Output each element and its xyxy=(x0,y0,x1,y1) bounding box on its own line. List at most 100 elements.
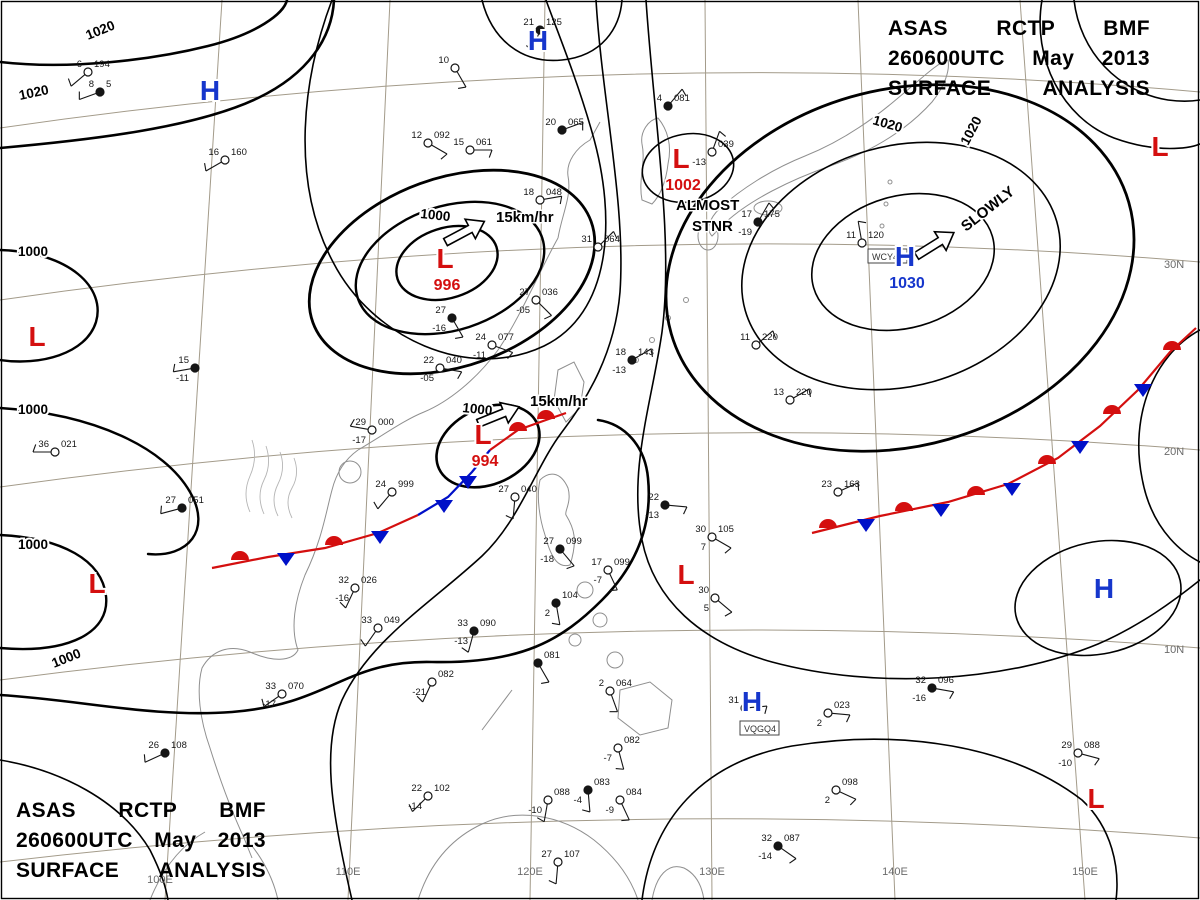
station-plot: 098 2 xyxy=(825,777,858,806)
station-id-label: VQGQ4 xyxy=(744,724,776,734)
coast-visayas-2 xyxy=(592,612,608,628)
cloud-cover-circle xyxy=(553,857,563,867)
wind-barb-tick xyxy=(455,336,464,339)
cloud-cover-circle xyxy=(367,425,377,435)
station-temperature: 22 xyxy=(648,492,659,503)
longitude-label: 150E xyxy=(1072,866,1098,878)
coast-korea xyxy=(640,117,671,205)
coast-izu-3 xyxy=(879,223,885,229)
station-plot: 29 000 -17 xyxy=(349,417,394,446)
wind-barb-tick xyxy=(143,754,146,763)
station-plot: 32 096 -16 xyxy=(912,675,955,704)
cloud-cover-circle xyxy=(927,683,937,693)
warm-front-marker xyxy=(895,502,913,511)
wind-barb xyxy=(144,754,162,763)
isobar-s-1000 xyxy=(0,418,651,715)
station-pressure: 077 xyxy=(498,332,514,343)
wind-barb-tick xyxy=(846,714,851,723)
station-id-label: WCY41 xyxy=(872,252,903,262)
station-plot: 24 077 -11 xyxy=(473,332,514,361)
cloud-cover-circle xyxy=(535,195,545,205)
station-temperature: 15 xyxy=(453,137,464,148)
station-plot: 27 -16 xyxy=(432,305,464,339)
station-temperature: 22 xyxy=(423,355,434,366)
cloud-cover-circle xyxy=(785,395,795,405)
cloud-cover-circle xyxy=(660,500,670,510)
stationary-front-east xyxy=(811,327,1197,535)
coast-palawan xyxy=(481,689,513,731)
station-plot: 13 220 xyxy=(773,387,812,405)
cloud-cover-circle xyxy=(350,583,360,593)
station-plot: 32 087 -14 xyxy=(758,833,800,864)
station-plot: 22 102 -14 xyxy=(408,783,450,812)
wind-barb-tick xyxy=(681,88,687,97)
wind-barb-tick xyxy=(858,220,867,224)
wind-barb xyxy=(621,803,630,821)
cloud-cover-circle xyxy=(277,689,287,699)
coast-china-indochina xyxy=(198,237,559,859)
station-pressure: 104 xyxy=(562,590,578,601)
wind-barb-tick xyxy=(360,639,366,647)
station-temperature: 29 xyxy=(1061,740,1072,751)
station-temperature: 32 xyxy=(761,833,772,844)
station-pressure: 000 xyxy=(378,417,394,428)
coast-borneo xyxy=(417,814,639,900)
terrain-squiggle xyxy=(259,445,269,515)
isobar-high1030-1020 xyxy=(664,83,1136,453)
cloud-cover-circle xyxy=(447,313,457,323)
cloud-cover-circle xyxy=(469,626,479,636)
wind-barb xyxy=(422,685,431,703)
title-line-2: 260600UTC May 2013 xyxy=(16,828,266,852)
coast-izu-2 xyxy=(883,201,889,207)
station-pressure: 999 xyxy=(398,479,414,490)
parallel-40n xyxy=(0,72,1200,129)
station-dewpoint: -05 xyxy=(420,373,434,384)
station-dewpoint: -9 xyxy=(606,805,614,816)
station-pressure: 040 xyxy=(446,355,462,366)
wind-barb xyxy=(456,71,467,88)
cloud-cover-circle xyxy=(555,544,565,554)
station-pressure: 026 xyxy=(361,575,377,586)
station-plot: 10 xyxy=(438,55,467,89)
wind-barb xyxy=(715,538,732,549)
station-plot: 22 -13 xyxy=(645,492,688,521)
station-plot: 16 160 xyxy=(204,147,247,172)
pressure-center-value: 994 xyxy=(472,453,499,470)
station-pressure: 065 xyxy=(568,117,584,128)
wind-barb xyxy=(512,500,516,519)
parallel-10n xyxy=(0,629,1200,681)
cloud-cover-circle xyxy=(753,217,763,227)
station-temperature: 27 xyxy=(541,849,552,860)
cloud-cover-circle xyxy=(427,677,437,687)
station-pressure: 125 xyxy=(546,17,562,28)
wind-barb-tick xyxy=(548,880,557,885)
station-temperature: 4 xyxy=(657,93,662,104)
coast-visayas-3 xyxy=(568,633,582,647)
station-pressure: 220 xyxy=(762,332,778,343)
wind-barb-tick xyxy=(440,153,448,160)
latitude-label: 20N xyxy=(1164,446,1184,458)
station-pressure: 021 xyxy=(61,439,77,450)
station-temperature: 29 xyxy=(355,417,366,428)
station-pressure: 064 xyxy=(604,234,620,245)
station-pressure: 098 xyxy=(842,777,858,788)
station-plot: 082 -21 xyxy=(412,669,454,703)
isobar-high-se xyxy=(1014,539,1182,657)
warm-front-marker xyxy=(509,422,527,431)
station-pressure: 064 xyxy=(616,678,632,689)
station-pressure: 105 xyxy=(718,524,734,535)
station-dewpoint: -14 xyxy=(758,851,772,862)
pressure-center-low: L xyxy=(474,419,491,450)
isobar-1020-nw-outer xyxy=(0,0,336,150)
cloud-cover-circle xyxy=(823,708,833,718)
warm-front-marker xyxy=(537,410,555,419)
wind-barb-tick xyxy=(724,611,733,617)
station-plot: 36 021 xyxy=(32,439,77,457)
cloud-cover-circle xyxy=(510,492,520,502)
station-plot: 18 143 -13 xyxy=(612,347,654,376)
wind-barb-tick xyxy=(559,196,563,205)
wind-barb xyxy=(431,144,448,155)
coast-kyushu xyxy=(697,221,719,251)
